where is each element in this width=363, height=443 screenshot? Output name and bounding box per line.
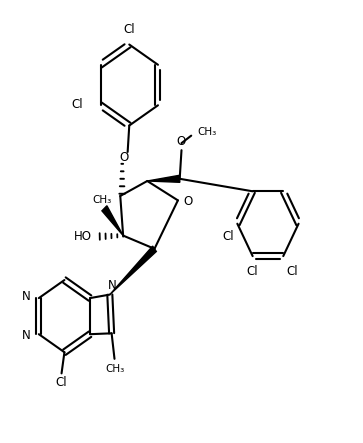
Text: CH₃: CH₃ bbox=[92, 195, 111, 206]
Text: Cl: Cl bbox=[56, 376, 68, 389]
Text: N: N bbox=[108, 279, 117, 292]
Polygon shape bbox=[102, 206, 123, 236]
Text: CH₃: CH₃ bbox=[197, 127, 216, 137]
Text: Cl: Cl bbox=[286, 265, 298, 278]
Text: O: O bbox=[176, 135, 185, 148]
Text: CH₃: CH₃ bbox=[106, 364, 125, 373]
Text: Cl: Cl bbox=[246, 265, 258, 278]
Text: N: N bbox=[22, 329, 31, 342]
Text: O: O bbox=[183, 195, 192, 208]
Text: Cl: Cl bbox=[72, 98, 83, 111]
Text: Cl: Cl bbox=[223, 230, 234, 243]
Polygon shape bbox=[110, 246, 156, 295]
Text: HO: HO bbox=[73, 229, 91, 242]
Text: Cl: Cl bbox=[123, 23, 135, 36]
Text: O: O bbox=[119, 151, 129, 164]
Text: N: N bbox=[22, 290, 31, 303]
Polygon shape bbox=[147, 175, 180, 183]
